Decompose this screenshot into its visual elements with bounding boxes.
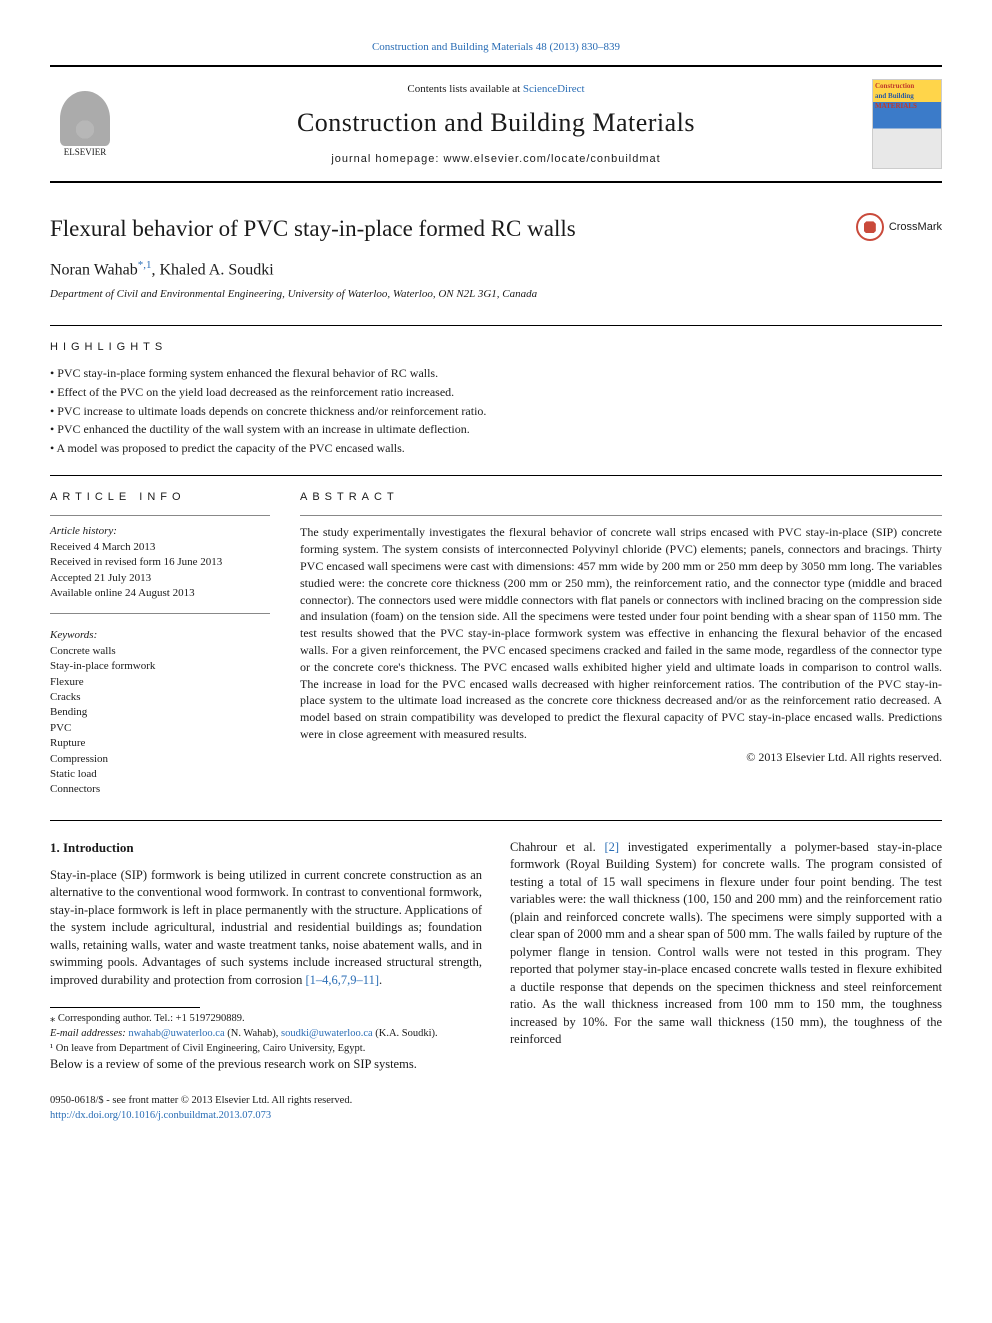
abstract-copyright: © 2013 Elsevier Ltd. All rights reserved…	[300, 749, 942, 766]
header-center: Contents lists available at ScienceDirec…	[140, 82, 852, 167]
author-1[interactable]: Noran Wahab	[50, 261, 138, 278]
elsevier-tree-icon	[60, 91, 110, 146]
rule-1	[50, 325, 942, 326]
keyword[interactable]: Bending	[50, 705, 270, 720]
intro-p2: Below is a review of some of the previou…	[50, 1056, 482, 1074]
highlights-list: PVC stay-in-place forming system enhance…	[50, 365, 942, 457]
affiliation: Department of Civil and Environmental En…	[50, 287, 942, 302]
highlights-heading: highlights	[50, 340, 942, 355]
email-label: E-mail addresses:	[50, 1028, 128, 1039]
cover-line2: and Building	[875, 92, 939, 102]
history-item: Available online 24 August 2013	[50, 586, 270, 601]
ref-link[interactable]: [2]	[604, 840, 619, 854]
body-columns: 1. Introduction Stay-in-place (SIP) form…	[50, 839, 942, 1074]
info-rule	[50, 515, 270, 516]
journal-header: ELSEVIER Contents lists available at Sci…	[50, 65, 942, 183]
kw-rule	[50, 613, 270, 614]
journal-homepage[interactable]: journal homepage: www.elsevier.com/locat…	[140, 152, 852, 167]
history-item: Received 4 March 2013	[50, 540, 270, 555]
history-label: Article history:	[50, 524, 270, 539]
intro-p1: Stay-in-place (SIP) formwork is being ut…	[50, 867, 482, 990]
crossmark-badge[interactable]: CrossMark	[856, 213, 942, 241]
history-item: Received in revised form 16 June 2013	[50, 555, 270, 570]
keyword[interactable]: Rupture	[50, 736, 270, 751]
article-info-heading: article info	[50, 490, 270, 505]
abstract-rule	[300, 515, 942, 516]
footnote-1: ¹ On leave from Department of Civil Engi…	[50, 1042, 482, 1057]
keyword[interactable]: Cracks	[50, 690, 270, 705]
contents-prefix: Contents lists available at	[407, 83, 522, 95]
journal-cover-thumb[interactable]: Construction and Building MATERIALS	[872, 79, 942, 169]
email-who-1: (N. Wahab),	[225, 1028, 281, 1039]
email-who-2: (K.A. Soudki).	[373, 1028, 438, 1039]
highlight-item: PVC stay-in-place forming system enhance…	[50, 365, 942, 382]
cover-line3: MATERIALS	[875, 102, 939, 112]
email-link-1[interactable]: nwahab@uwaterloo.ca	[128, 1028, 224, 1039]
intro-p3-a: Chahrour et al.	[510, 840, 604, 854]
doi-link[interactable]: http://dx.doi.org/10.1016/j.conbuildmat.…	[50, 1110, 271, 1121]
corr-author-note: ⁎ Corresponding author. Tel.: +1 5197290…	[50, 1012, 482, 1027]
cover-line1: Construction	[875, 82, 939, 92]
intro-p1-text: Stay-in-place (SIP) formwork is being ut…	[50, 868, 482, 987]
crossmark-icon	[856, 213, 884, 241]
journal-title: Construction and Building Materials	[140, 105, 852, 141]
intro-heading: 1. Introduction	[50, 839, 482, 857]
footnotes-block: ⁎ Corresponding author. Tel.: +1 5197290…	[50, 1007, 482, 1056]
highlight-item: PVC increase to ultimate loads depends o…	[50, 403, 942, 420]
keyword[interactable]: PVC	[50, 721, 270, 736]
keyword[interactable]: Static load	[50, 767, 270, 782]
keyword[interactable]: Concrete walls	[50, 644, 270, 659]
intro-p3: Chahrour et al. [2] investigated experim…	[510, 839, 942, 1049]
abstract-text: The study experimentally investigates th…	[300, 524, 942, 742]
elsevier-logo[interactable]: ELSEVIER	[50, 84, 120, 164]
highlight-item: Effect of the PVC on the yield load decr…	[50, 384, 942, 401]
keyword[interactable]: Compression	[50, 752, 270, 767]
email-line: E-mail addresses: nwahab@uwaterloo.ca (N…	[50, 1027, 482, 1042]
top-citation-link[interactable]: Construction and Building Materials 48 (…	[50, 40, 942, 55]
keywords-label: Keywords:	[50, 628, 270, 643]
author-1-sup[interactable]: *,1	[138, 259, 152, 271]
ref-link[interactable]: [1–4,6,7,9–11]	[306, 973, 380, 987]
history-item: Accepted 21 July 2013	[50, 571, 270, 586]
keyword[interactable]: Flexure	[50, 675, 270, 690]
contents-available: Contents lists available at ScienceDirec…	[140, 82, 852, 97]
keyword[interactable]: Stay-in-place formwork	[50, 659, 270, 674]
intro-p3-b: investigated experimentally a polymer-ba…	[510, 840, 942, 1047]
sciencedirect-link[interactable]: ScienceDirect	[523, 83, 585, 95]
email-link-2[interactable]: soudki@uwaterloo.ca	[281, 1028, 373, 1039]
abstract-col: abstract The study experimentally invest…	[300, 476, 942, 798]
crossmark-label: CrossMark	[889, 220, 942, 235]
intro-p1-tail: .	[379, 973, 382, 987]
footnote-rule	[50, 1007, 200, 1008]
abstract-heading: abstract	[300, 490, 942, 505]
front-matter-line: 0950-0618/$ - see front matter © 2013 El…	[50, 1094, 942, 1109]
highlight-item: PVC enhanced the ductility of the wall s…	[50, 421, 942, 438]
article-info-col: article info Article history: Received 4…	[50, 476, 270, 798]
highlight-item: A model was proposed to predict the capa…	[50, 440, 942, 457]
author-2[interactable]: Khaled A. Soudki	[159, 261, 273, 278]
keyword[interactable]: Connectors	[50, 782, 270, 797]
paper-title: Flexural behavior of PVC stay-in-place f…	[50, 213, 576, 245]
elsevier-label: ELSEVIER	[64, 146, 107, 159]
authors-line: Noran Wahab*,1, Khaled A. Soudki	[50, 258, 942, 282]
footer-block: 0950-0618/$ - see front matter © 2013 El…	[50, 1094, 942, 1123]
